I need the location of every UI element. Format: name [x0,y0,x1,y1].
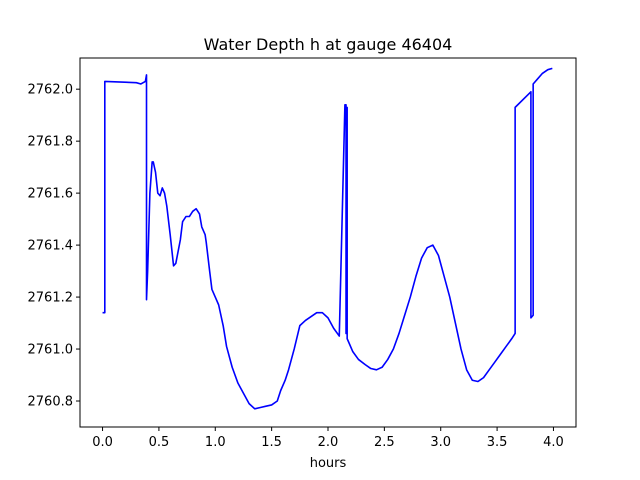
x-axis-label: hours [310,456,347,471]
x-tick-label: 3.5 [487,435,508,450]
x-tick-label: 1.0 [205,435,226,450]
y-tick-label: 2761.8 [28,135,74,150]
x-tick-label: 0.0 [92,435,113,450]
y-tick-label: 2761.2 [28,291,74,306]
y-tick-label: 2760.8 [28,395,74,410]
x-tick-label: 0.5 [149,435,170,450]
x-tick-label: 2.0 [318,435,339,450]
y-tick-label: 2762.0 [28,83,74,98]
y-tick-label: 2761.6 [28,187,74,202]
x-tick-label: 3.0 [430,435,451,450]
y-tick-label: 2761.4 [28,239,74,254]
x-tick-label: 2.5 [374,435,395,450]
x-tick-label: 4.0 [543,435,564,450]
x-tick-label: 1.5 [261,435,282,450]
y-tick-label: 2761.0 [28,343,74,358]
chart-title: Water Depth h at gauge 46404 [204,35,453,54]
